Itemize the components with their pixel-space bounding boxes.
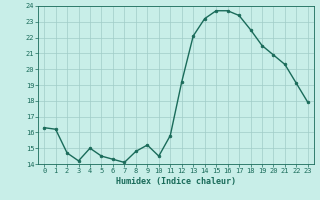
X-axis label: Humidex (Indice chaleur): Humidex (Indice chaleur) xyxy=(116,177,236,186)
